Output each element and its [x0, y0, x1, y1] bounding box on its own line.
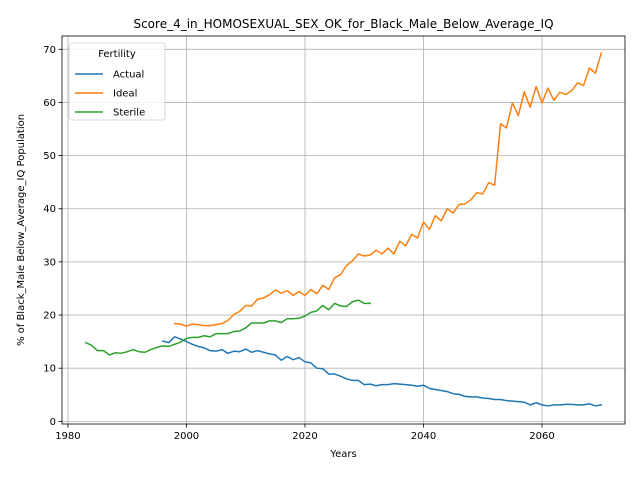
y-tick-label: 20 [43, 311, 56, 322]
x-tick-label: 2060 [529, 431, 554, 442]
legend-items: Actual Ideal Sterile [75, 70, 145, 119]
legend-label-sterile: Sterile [113, 108, 145, 119]
legend-title: Fertility [98, 49, 136, 60]
x-tick-label: 2020 [292, 431, 317, 442]
y-tick-label: 40 [43, 204, 56, 215]
legend-box [68, 42, 166, 121]
y-tick-label: 10 [43, 364, 56, 375]
y-tick-label: 60 [43, 98, 56, 109]
plot-frame [61, 35, 626, 425]
x-tick-label: 2000 [174, 431, 199, 442]
y-tick-label: 50 [43, 151, 56, 162]
axis-ticks: 1980 2000 2020 2040 2060 0 10 20 30 40 50 60 70 [43, 45, 554, 442]
series-line-ideal [173, 52, 603, 327]
y-tick-label: 0 [50, 417, 56, 428]
x-tick-label: 1980 [55, 431, 80, 442]
chart-title: Score_4_in_HOMOSEXUAL_SEX_OK_for_Black_M… [133, 17, 553, 31]
x-tick-label: 2040 [411, 431, 436, 442]
x-axis-title: Years [329, 449, 356, 460]
legend-label-ideal: Ideal [113, 89, 137, 100]
y-tick-label: 70 [43, 45, 56, 56]
series-line-actual [161, 336, 603, 407]
series-lines [84, 52, 603, 407]
y-tick-label: 30 [43, 257, 56, 268]
gridlines [62, 36, 625, 424]
legend: Fertility Actual Ideal Sterile [68, 42, 166, 121]
y-axis-title: % of Black_Male Below_Average_IQ Populat… [16, 114, 27, 346]
series-line-sterile [84, 299, 371, 356]
legend-label-actual: Actual [113, 70, 144, 81]
